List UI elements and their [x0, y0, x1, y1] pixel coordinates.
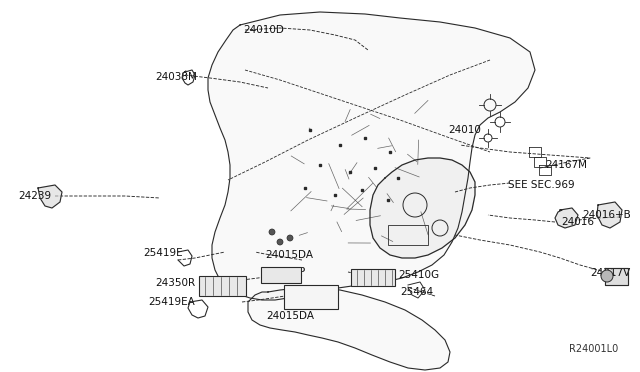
Text: 24015DA: 24015DA: [266, 311, 314, 321]
FancyBboxPatch shape: [284, 285, 338, 309]
Text: 24167M: 24167M: [545, 160, 587, 170]
Text: 25410G: 25410G: [398, 270, 439, 280]
Polygon shape: [605, 268, 628, 285]
Polygon shape: [555, 208, 578, 228]
Text: 24016: 24016: [561, 217, 594, 227]
Text: 24010: 24010: [448, 125, 481, 135]
Text: SEE SEC.969: SEE SEC.969: [508, 180, 575, 190]
Text: (LABEL): (LABEL): [286, 298, 326, 308]
Text: 25419EA: 25419EA: [148, 297, 195, 307]
Text: 24038M: 24038M: [155, 72, 197, 82]
Text: 25419E: 25419E: [143, 248, 182, 258]
Text: 24239: 24239: [18, 191, 51, 201]
Text: 24350R: 24350R: [155, 278, 195, 288]
Polygon shape: [208, 12, 535, 300]
Text: R24001L0: R24001L0: [569, 344, 618, 354]
Text: 24312PP: 24312PP: [286, 287, 332, 297]
Text: 24010D: 24010D: [243, 25, 284, 35]
Text: 24016+B: 24016+B: [582, 210, 631, 220]
Circle shape: [601, 270, 613, 282]
Polygon shape: [597, 202, 622, 228]
Polygon shape: [38, 185, 62, 208]
FancyBboxPatch shape: [199, 276, 246, 296]
Text: 24015DA: 24015DA: [265, 250, 313, 260]
Bar: [388, 225, 428, 245]
Polygon shape: [248, 288, 450, 370]
FancyBboxPatch shape: [261, 267, 301, 283]
Circle shape: [269, 229, 275, 235]
FancyBboxPatch shape: [351, 269, 395, 286]
Text: 25464: 25464: [400, 287, 433, 297]
Text: 24350P: 24350P: [266, 267, 305, 277]
Text: 24217V: 24217V: [590, 268, 630, 278]
Circle shape: [277, 239, 283, 245]
Circle shape: [287, 235, 293, 241]
Polygon shape: [370, 158, 475, 258]
